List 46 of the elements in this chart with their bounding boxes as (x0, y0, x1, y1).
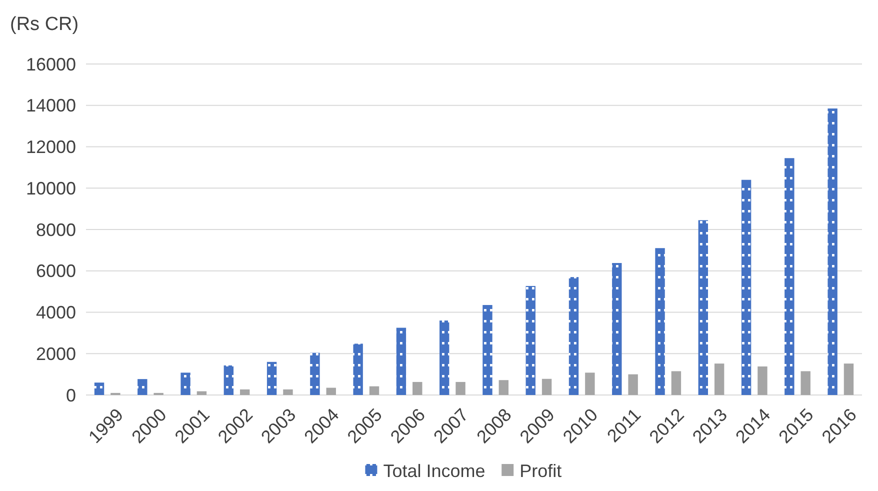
bar (655, 248, 665, 395)
y-tick-label: 8000 (36, 220, 76, 240)
bar (180, 372, 190, 395)
legend-label: Profit (520, 461, 562, 481)
y-tick-label: 6000 (36, 261, 76, 282)
bar (240, 389, 250, 395)
y-tick-label: 0 (66, 385, 76, 406)
bar (439, 320, 450, 395)
bar (844, 364, 854, 395)
bar (412, 382, 422, 395)
y-tick-label: 16000 (26, 54, 76, 74)
bar (283, 389, 293, 395)
bar (568, 277, 579, 395)
bar (266, 362, 277, 395)
bar (196, 391, 207, 395)
bar (758, 366, 768, 395)
y-tick-label: 12000 (26, 137, 76, 158)
bar (353, 344, 363, 395)
bar (310, 352, 320, 395)
y-tick-label: 14000 (26, 96, 76, 116)
bar (498, 380, 509, 395)
bar (138, 379, 148, 395)
legend-label: Total Income (383, 461, 486, 481)
bar (585, 372, 595, 395)
y-axis-title: (Rs CR) (10, 14, 79, 35)
bar (396, 328, 406, 395)
bar (784, 158, 794, 395)
bar (94, 382, 104, 395)
bar (800, 371, 810, 395)
bar (224, 365, 234, 395)
bar (456, 382, 466, 395)
bar (628, 374, 638, 395)
bar (698, 220, 708, 395)
bar (326, 388, 336, 395)
bar (542, 378, 552, 395)
bar (612, 263, 622, 395)
bar (482, 305, 492, 395)
bar (369, 386, 380, 395)
y-tick-label: 2000 (36, 344, 76, 364)
y-tick-label: 10000 (26, 178, 76, 198)
bar (741, 180, 752, 395)
y-tick-label: 4000 (36, 302, 76, 323)
bar (828, 108, 838, 395)
bar (526, 286, 536, 395)
bar (714, 364, 724, 395)
bar (671, 371, 682, 395)
